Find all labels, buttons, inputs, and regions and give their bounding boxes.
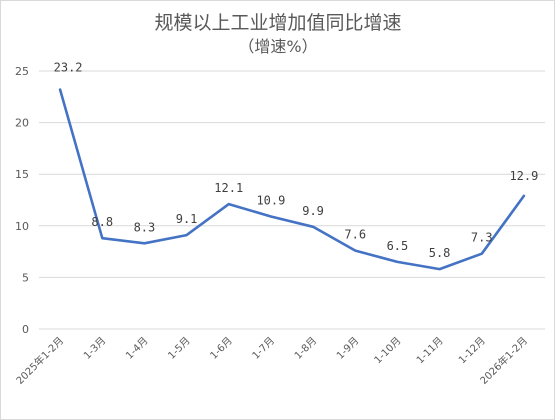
data-labels: 23.2 8.8 8.3 9.1 12.1 10.9 9.9 7.6 6.5 5.8 7.3 12.9 [54,61,539,261]
x-tick-label: 1-8月 [292,335,319,362]
data-label: 8.3 [134,220,156,234]
data-label: 12.9 [509,169,538,183]
x-tick-label: 1-5月 [166,335,193,362]
data-label: 7.3 [471,231,493,245]
x-tick-label: 1-7月 [250,335,277,362]
data-label: 6.5 [387,239,409,253]
y-tick-label: 10 [15,220,29,233]
data-label: 9.9 [302,204,324,218]
y-tick-label: 0 [22,323,29,336]
data-label: 23.2 [54,61,83,75]
data-label: 7.6 [344,228,366,242]
chart-subtitle: （增速%） [238,37,317,56]
x-tick-label: 1-6月 [208,335,235,362]
y-tick-label: 5 [22,271,29,284]
chart-title: 规模以上工业增加值同比增速 [154,12,401,34]
series-line [58,88,526,271]
data-label: 9.1 [176,212,198,226]
x-tick-label: 2025年1-2月 [13,334,66,387]
x-tick-label: 1-3月 [81,335,108,362]
x-axis-ticks: 2025年1-2月 1-3月 1-4月 1-5月 1-6月 1-7月 1-8月 1-9月 1-1… [13,334,530,387]
y-tick-label: 25 [15,65,29,78]
data-label: 10.9 [256,194,285,208]
x-tick-label: 1-10月 [372,335,404,367]
y-axis-ticks: 0 5 10 15 20 25 [15,65,29,336]
data-label: 12.1 [214,181,243,195]
x-tick-label: 1-12月 [456,335,488,367]
x-tick-label: 1-11月 [414,335,446,367]
data-label: 8.8 [91,215,113,229]
y-tick-label: 15 [15,168,29,181]
data-label: 5.8 [429,246,451,260]
x-tick-label: 1-4月 [123,335,150,362]
x-tick-label: 1-9月 [334,335,361,362]
gridlines [39,70,545,330]
y-tick-label: 20 [15,117,29,130]
